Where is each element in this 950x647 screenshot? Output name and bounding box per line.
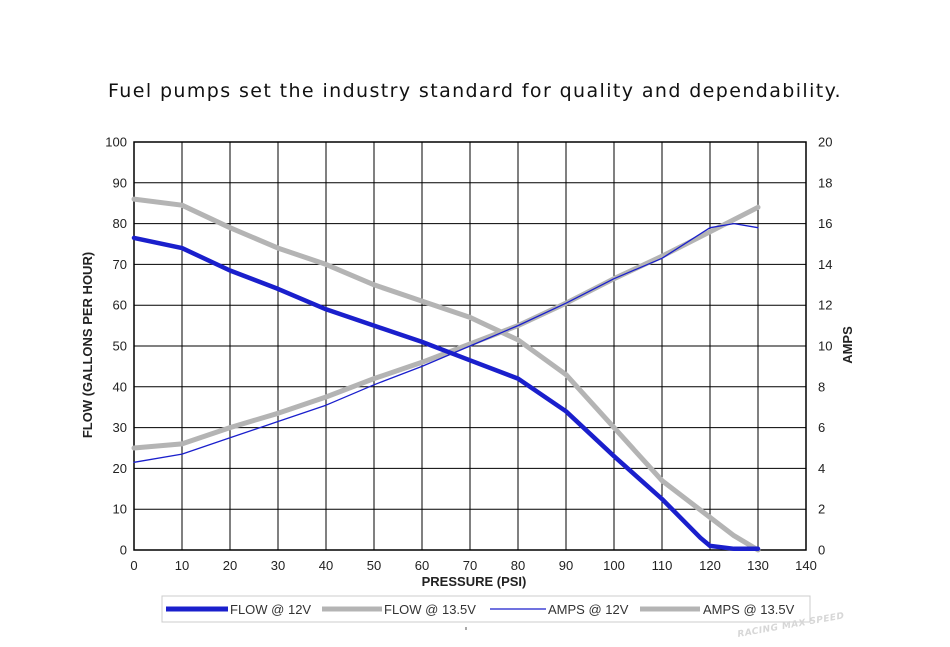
y-tick-label: 10: [113, 502, 127, 517]
y-tick-label: 90: [113, 175, 127, 190]
y-tick-label: 40: [113, 379, 127, 394]
x-tick-label: 80: [511, 558, 525, 573]
x-tick-label: 20: [223, 558, 237, 573]
series-line-1: [131, 196, 761, 553]
x-tick-label: 60: [415, 558, 429, 573]
y2-tick-label: 0: [818, 543, 825, 558]
series-line-2: [133, 222, 759, 463]
legend-label: AMPS @ 12V: [548, 602, 629, 617]
legend-box: [161, 595, 811, 623]
x-tick-label: 10: [175, 558, 189, 573]
legend: FLOW @ 12V FLOW @ 13.5V AMPS @ 12V AMPS @ 1…: [161, 595, 811, 630]
legend-label: FLOW @ 12V: [230, 602, 311, 617]
x-tick-label: 100: [603, 558, 625, 573]
y-tick-label: 30: [113, 420, 127, 435]
series-lines: [131, 196, 761, 553]
y-tick-label: 100: [105, 135, 127, 150]
x-tick-label: 140: [795, 558, 817, 573]
y2-tick-label: 2: [818, 502, 825, 517]
x-tick-label: 70: [463, 558, 477, 573]
y2-axis-title: AMPS: [840, 326, 855, 364]
x-tick-label: 0: [130, 558, 137, 573]
y2-tick-label: 12: [818, 298, 832, 313]
y2-tick-label: 14: [818, 257, 832, 272]
x-tick-label: 50: [367, 558, 381, 573]
series-line-3: [131, 204, 761, 451]
x-axis-title: PRESSURE (PSI): [422, 574, 527, 589]
y2-tick-label: 6: [818, 420, 825, 435]
y2-tick-label: 16: [818, 216, 832, 231]
y-tick-label: 60: [113, 298, 127, 313]
y-tick-label: 50: [113, 339, 127, 354]
y-axis-title: FLOW (GALLONS PER HOUR): [80, 252, 95, 438]
tick-labels: 0 10 20 30 40 50 60 70 80 90 100 110 120 130 140010203…: [105, 135, 832, 574]
x-tick-label: 90: [559, 558, 573, 573]
y-tick-label: 20: [113, 461, 127, 476]
legend-label: AMPS @ 13.5V: [703, 602, 795, 617]
y2-tick-label: 18: [818, 175, 832, 190]
x-tick-label: 120: [699, 558, 721, 573]
x-tick-label: 40: [319, 558, 333, 573]
x-tick-label: 130: [747, 558, 769, 573]
chart-headline: Fuel pumps set the industry standard for…: [108, 80, 842, 102]
plot-frame: [133, 141, 807, 551]
y2-tick-label: 10: [818, 339, 832, 354]
y-tick-label: 0: [120, 543, 127, 558]
x-tick-label: 110: [652, 558, 673, 573]
y2-tick-label: 4: [818, 461, 825, 476]
series-line-0: [131, 235, 761, 552]
grid: [133, 141, 807, 551]
y2-tick-label: 8: [818, 379, 825, 394]
x-tick-label: 30: [271, 558, 285, 573]
legend-label: FLOW @ 13.5V: [384, 602, 476, 617]
y-tick-label: 80: [113, 216, 127, 231]
y2-tick-label: 20: [818, 135, 832, 150]
y-tick-label: 70: [113, 257, 127, 272]
